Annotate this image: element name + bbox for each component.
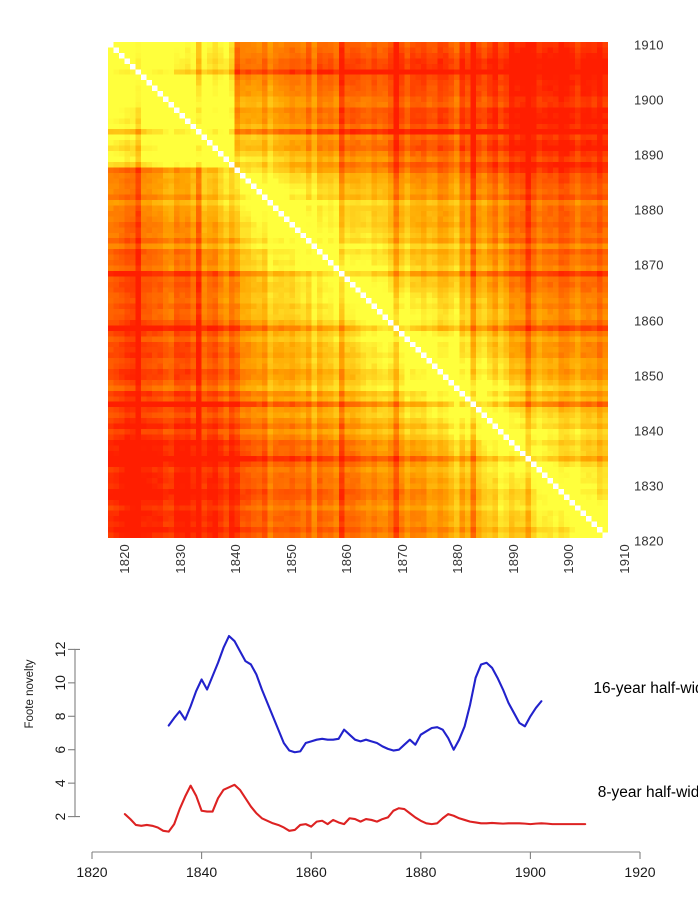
heatmap-panel: 1910 1900 1890 1880 1870 1860 1850 1840 1830 1820… [108,38,692,600]
heatmap-x-tick: 1910 [617,544,632,574]
y-tick-label: 12 [52,641,68,657]
heatmap-x-axis: 1820 1830 1840 1850 1860 1870 1880 1890 1900 1910 [108,544,632,600]
series-line-1 [167,634,543,754]
heatmap-x-tick: 1890 [505,544,521,574]
heatmap-x-tick: 1830 [172,544,188,574]
heatmap-x-tick: 1870 [394,544,410,574]
y-tick-label: 10 [52,675,68,691]
series-label-2: 8-year half-width [598,784,698,801]
self-similarity-heatmap [108,42,608,538]
y-tick-label: 2 [52,812,68,820]
heatmap-y-tick: 1910 [634,37,664,53]
x-tick-label: 1860 [296,864,327,880]
x-tick-label: 1880 [405,864,436,880]
series-label-1: 16-year half-width [593,680,698,697]
y-tick-label: 4 [52,779,68,787]
heatmap-x-tick: 1850 [283,544,299,574]
heatmap-y-tick: 1890 [634,147,664,163]
series-line-2 [123,783,587,833]
x-tick-label: 1920 [624,864,655,880]
x-tick-label: 1900 [515,864,546,880]
heatmap-x-tick: 1900 [561,544,577,574]
heatmap-x-tick: 1820 [117,544,132,574]
heatmap-y-tick: 1850 [634,368,664,384]
x-tick-label: 1840 [186,864,217,880]
heatmap-y-axis: 1910 1900 1890 1880 1870 1860 1850 1840 1830 1820 [612,38,692,549]
heatmap-y-tick: 1880 [634,202,664,218]
heatmap-y-tick: 1820 [634,533,664,549]
line-chart-svg: 2 4 6 8 10 12 1820 1840 1860 1880 1900 1920 16-yea… [24,634,698,880]
heatmap-y-tick: 1840 [634,423,664,439]
y-axis: 2 4 6 8 10 12 [52,641,80,820]
heatmap-x-tick: 1840 [228,544,244,574]
x-axis: 1820 1840 1860 1880 1900 1920 [76,851,656,880]
y-tick-label: 6 [52,746,68,754]
heatmap-y-tick: 1870 [634,257,664,273]
line-chart-panel: 2 4 6 8 10 12 1820 1840 1860 1880 1900 1920 16-yea… [0,600,698,911]
x-tick-label: 1820 [76,864,107,880]
heatmap-x-tick: 1860 [339,544,355,574]
y-axis-title: Foote novelty [24,659,36,728]
y-tick-label: 8 [52,712,68,720]
heatmap-y-tick: 1860 [634,313,664,329]
heatmap-x-tick: 1880 [450,544,466,574]
series-labels: 16-year half-width 8-year half-width [593,680,698,801]
series-layer [123,634,587,833]
heatmap-y-tick: 1900 [634,92,664,108]
heatmap-y-tick: 1830 [634,478,664,494]
